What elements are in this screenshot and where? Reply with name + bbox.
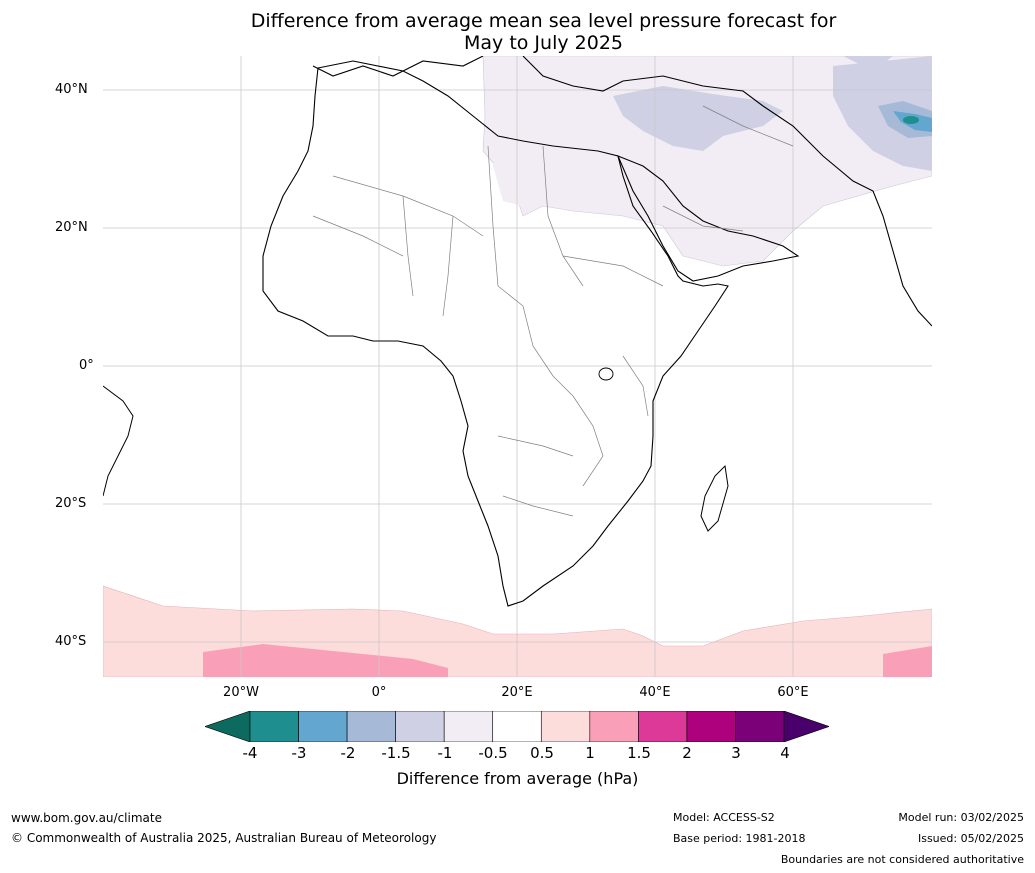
anomaly-region-neg-3 — [903, 116, 919, 124]
colorbar-bin — [638, 711, 688, 742]
lake-victoria — [598, 367, 614, 381]
issued-text: Issued: 05/02/2025 — [917, 832, 1024, 845]
lon-label-60e: 60°E — [777, 685, 809, 700]
anomaly-region-positive-1 — [203, 644, 448, 677]
lat-label-0: 0° — [79, 358, 94, 373]
colorbar-tick: -1.5 — [381, 744, 411, 762]
graticule — [103, 56, 932, 677]
colorbar-tick: 1 — [585, 744, 595, 762]
anomaly-region-neg-1-3 — [843, 56, 893, 71]
colorbar-bin — [298, 711, 348, 742]
colorbar-bin — [540, 711, 591, 742]
colorbar-bin — [735, 711, 785, 742]
map-canvas — [103, 56, 932, 677]
anomaly-region-positive-1-b — [883, 646, 932, 677]
colorbar-tick: 1.5 — [627, 744, 651, 762]
colorbar-tick: 4 — [780, 744, 790, 762]
lat-label-40n: 40°N — [55, 82, 88, 97]
colorbar-bin — [589, 711, 639, 742]
colorbar-bin — [346, 711, 396, 742]
colorbar-bin — [492, 711, 542, 742]
colorbar-tick: -2 — [340, 744, 356, 762]
country-borders — [312, 105, 794, 517]
title-line-2: May to July 2025 — [464, 32, 623, 54]
anomaly-region-neg-1-1 — [613, 86, 783, 151]
model-text: Model: ACCESS-S2 — [673, 811, 775, 824]
colorbar-bins — [249, 711, 785, 742]
colorbar-tick: 0.5 — [530, 744, 554, 762]
colorbar-tick: -1 — [437, 744, 453, 762]
website-link[interactable]: www.bom.gov.au/climate — [11, 811, 162, 825]
base-period-text: Base period: 1981-2018 — [673, 832, 806, 845]
colorbar-tick: -3 — [291, 744, 307, 762]
colorbar-tick: -4 — [242, 744, 258, 762]
title-line-1: Difference from average mean sea level p… — [250, 10, 837, 32]
map-title: Difference from average mean sea level p… — [0, 10, 1035, 54]
model-run-text: Model run: 03/02/2025 — [898, 811, 1024, 824]
colorbar — [205, 711, 829, 742]
colorbar-bin — [395, 711, 445, 742]
colorbar-over-arrow — [783, 711, 829, 742]
pressure-anomaly-map — [103, 56, 932, 677]
copyright-text: © Commonwealth of Australia 2025, Austra… — [11, 831, 437, 845]
lat-label-20n: 20°N — [55, 220, 88, 235]
colorbar-tick: -0.5 — [478, 744, 508, 762]
lon-label-20w: 20°W — [223, 685, 259, 700]
lon-label-0: 0° — [371, 685, 387, 700]
disclaimer-text: Boundaries are not considered authoritat… — [780, 853, 1024, 866]
arabia-coastline — [616, 154, 800, 282]
colorbar-under-arrow — [205, 711, 251, 742]
colorbar-label: Difference from average (hPa) — [396, 769, 639, 788]
lon-label-40e: 40°E — [639, 685, 671, 700]
colorbar-tick: 3 — [731, 744, 741, 762]
colorbar-bin — [443, 711, 494, 742]
south-america-coastline — [103, 385, 134, 497]
colorbar-bin — [686, 711, 736, 742]
eurasia-coastline — [312, 56, 932, 327]
lat-label-20s: 20°S — [55, 496, 87, 511]
colorbar-bin — [249, 711, 299, 742]
madagascar-coastline — [700, 464, 729, 532]
lon-label-20e: 20°E — [501, 685, 533, 700]
lat-label-40s: 40°S — [55, 634, 87, 649]
colorbar-tick: 2 — [682, 744, 692, 762]
